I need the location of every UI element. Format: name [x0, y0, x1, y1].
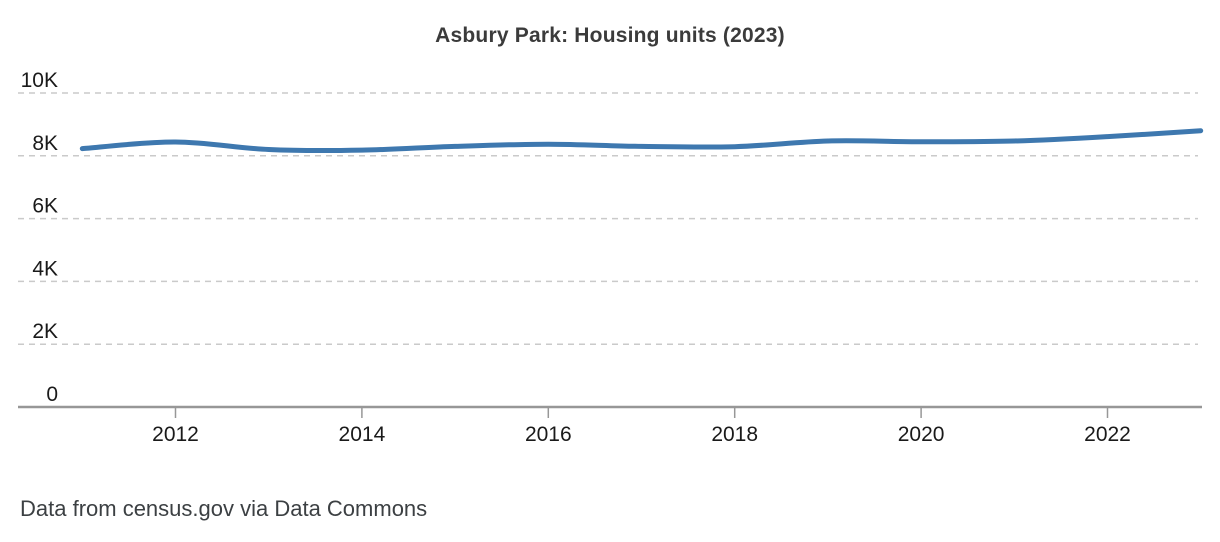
- housing-units-series-line: [79, 128, 1204, 154]
- y-axis-tick-label: 8K: [32, 132, 58, 155]
- x-axis-tick-label: 2016: [525, 423, 572, 446]
- data-source-note: Data from census.gov via Data Commons: [20, 496, 428, 521]
- y-axis-tick-label: 0: [46, 383, 58, 406]
- x-axis-tick-label: 2020: [898, 423, 945, 446]
- chart-title: Asbury Park: Housing units (2023): [435, 24, 785, 47]
- x-axis-tick-label: 2022: [1084, 423, 1131, 446]
- y-axis-tick-label: 4K: [32, 257, 58, 280]
- y-axis-tick-label: 6K: [32, 195, 58, 218]
- x-axis-tick-label: 2018: [711, 423, 758, 446]
- y-axis-tick-label: 10K: [21, 69, 58, 92]
- y-axis-tick-label: 2K: [32, 320, 58, 343]
- x-axis-tick-label: 2012: [152, 423, 199, 446]
- x-axis-tick-label: 2014: [339, 423, 386, 446]
